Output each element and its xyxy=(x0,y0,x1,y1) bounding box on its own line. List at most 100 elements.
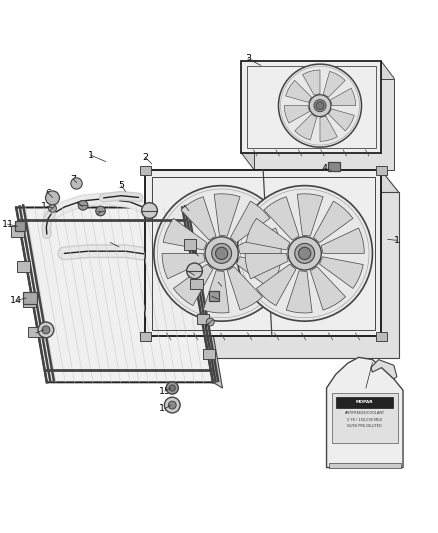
Text: 16: 16 xyxy=(30,328,42,337)
Polygon shape xyxy=(257,264,296,305)
Polygon shape xyxy=(371,360,397,379)
Polygon shape xyxy=(227,266,262,310)
Text: 50/50 PRE-DILUTED: 50/50 PRE-DILUTED xyxy=(347,424,382,428)
Polygon shape xyxy=(145,171,381,336)
Bar xyxy=(140,332,151,341)
Polygon shape xyxy=(173,264,213,305)
Text: 5: 5 xyxy=(118,181,124,190)
Text: 1: 1 xyxy=(88,150,93,159)
Circle shape xyxy=(164,397,180,413)
Polygon shape xyxy=(297,194,323,236)
Polygon shape xyxy=(286,271,312,313)
Polygon shape xyxy=(314,201,353,243)
Text: 5 YR / 150,000 MILE: 5 YR / 150,000 MILE xyxy=(347,417,382,422)
Polygon shape xyxy=(162,192,399,358)
Circle shape xyxy=(288,237,321,270)
Polygon shape xyxy=(182,207,223,388)
Circle shape xyxy=(154,185,290,321)
Bar xyxy=(191,279,203,289)
Polygon shape xyxy=(245,253,288,279)
Polygon shape xyxy=(162,253,205,279)
Text: 6: 6 xyxy=(45,189,51,198)
Circle shape xyxy=(169,385,175,391)
Text: 11: 11 xyxy=(212,295,224,304)
Polygon shape xyxy=(181,197,216,240)
Polygon shape xyxy=(321,228,364,253)
Polygon shape xyxy=(16,207,192,213)
Circle shape xyxy=(187,263,202,279)
Bar xyxy=(209,292,219,301)
Polygon shape xyxy=(319,257,363,288)
Circle shape xyxy=(166,382,178,394)
Polygon shape xyxy=(238,228,281,253)
Polygon shape xyxy=(328,109,354,131)
Bar xyxy=(328,161,340,171)
Circle shape xyxy=(96,206,106,216)
Circle shape xyxy=(299,247,311,260)
Text: 9: 9 xyxy=(190,247,196,256)
Circle shape xyxy=(38,322,54,338)
Circle shape xyxy=(279,64,361,147)
Circle shape xyxy=(205,237,238,270)
Text: 10: 10 xyxy=(91,211,103,220)
Bar xyxy=(28,327,42,337)
Text: 12: 12 xyxy=(41,201,53,211)
Polygon shape xyxy=(246,219,290,250)
Bar xyxy=(376,332,387,341)
Text: 14: 14 xyxy=(10,296,22,305)
Bar xyxy=(184,239,196,250)
Text: 11: 11 xyxy=(1,220,14,229)
Circle shape xyxy=(237,185,372,321)
Bar xyxy=(336,397,393,408)
Text: ANTIFREEZE/COOLANT: ANTIFREEZE/COOLANT xyxy=(345,411,385,415)
Polygon shape xyxy=(163,219,207,250)
Bar xyxy=(15,222,25,231)
Polygon shape xyxy=(295,114,317,140)
Bar xyxy=(140,166,151,175)
Polygon shape xyxy=(237,257,280,288)
Polygon shape xyxy=(323,71,345,97)
Text: 8: 8 xyxy=(219,281,225,290)
Text: 10: 10 xyxy=(71,199,83,208)
Text: 2: 2 xyxy=(142,153,148,161)
Polygon shape xyxy=(320,116,337,141)
Circle shape xyxy=(46,191,60,205)
Bar xyxy=(23,292,37,304)
Polygon shape xyxy=(303,70,320,95)
Circle shape xyxy=(49,205,57,212)
Polygon shape xyxy=(311,266,346,310)
Polygon shape xyxy=(241,61,381,153)
Circle shape xyxy=(141,203,157,219)
Text: 16: 16 xyxy=(159,404,171,413)
Circle shape xyxy=(206,318,214,326)
Circle shape xyxy=(295,244,314,263)
Text: 13: 13 xyxy=(104,238,116,247)
Polygon shape xyxy=(284,106,310,123)
Bar xyxy=(376,166,387,175)
Circle shape xyxy=(78,200,88,210)
Circle shape xyxy=(212,244,232,263)
Polygon shape xyxy=(230,201,270,243)
Circle shape xyxy=(71,178,82,189)
Bar xyxy=(332,393,398,442)
Circle shape xyxy=(168,401,176,409)
Circle shape xyxy=(42,326,50,334)
Polygon shape xyxy=(254,78,394,171)
Polygon shape xyxy=(286,80,311,102)
Polygon shape xyxy=(241,153,394,171)
Bar xyxy=(203,349,215,359)
Text: 7: 7 xyxy=(70,175,76,183)
Text: 4: 4 xyxy=(321,164,327,173)
Polygon shape xyxy=(381,61,394,171)
Polygon shape xyxy=(203,271,229,313)
Text: 15: 15 xyxy=(159,386,171,395)
Bar xyxy=(329,463,401,467)
Polygon shape xyxy=(331,88,356,106)
Text: 8: 8 xyxy=(181,201,187,210)
Polygon shape xyxy=(214,194,240,236)
Bar xyxy=(11,227,24,237)
Bar xyxy=(23,296,36,306)
Polygon shape xyxy=(381,171,399,358)
Text: 12: 12 xyxy=(199,322,212,332)
Text: 3: 3 xyxy=(245,54,251,63)
